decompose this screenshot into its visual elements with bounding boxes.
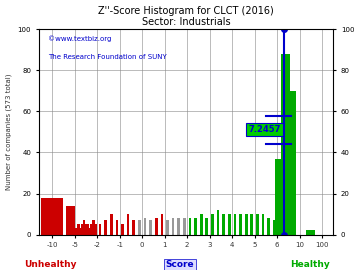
Bar <box>166 220 169 235</box>
Bar <box>104 220 107 235</box>
Bar <box>90 224 93 235</box>
Bar <box>194 218 197 235</box>
Bar <box>273 220 276 235</box>
Bar <box>110 214 113 235</box>
Bar <box>217 210 219 235</box>
Bar <box>144 218 147 235</box>
Bar <box>222 214 225 235</box>
Y-axis label: Number of companies (573 total): Number of companies (573 total) <box>5 74 12 190</box>
Bar <box>132 220 135 235</box>
Bar <box>189 218 191 235</box>
Bar <box>121 224 124 235</box>
Bar <box>211 214 214 235</box>
Text: Healthy: Healthy <box>290 260 329 269</box>
Bar <box>161 214 163 235</box>
Bar <box>81 224 84 235</box>
Bar <box>239 214 242 235</box>
Bar <box>281 54 290 235</box>
Bar <box>177 218 180 235</box>
Text: Unhealthy: Unhealthy <box>24 260 77 269</box>
Bar <box>149 220 152 235</box>
Bar <box>85 224 87 235</box>
Bar <box>206 218 208 235</box>
Bar <box>172 218 175 235</box>
Bar <box>287 91 296 235</box>
Bar <box>183 218 186 235</box>
Bar <box>41 216 63 235</box>
Text: The Research Foundation of SUNY: The Research Foundation of SUNY <box>48 54 166 60</box>
Text: Score: Score <box>166 260 194 269</box>
Bar <box>234 214 236 235</box>
Bar <box>245 214 248 235</box>
Bar <box>70 206 75 235</box>
Bar <box>200 214 203 235</box>
Bar <box>83 220 85 235</box>
Bar <box>88 228 91 235</box>
Bar <box>127 214 130 235</box>
Bar <box>79 228 82 235</box>
Bar <box>66 206 70 235</box>
Bar <box>306 231 315 235</box>
Bar <box>86 224 89 235</box>
Bar <box>41 198 63 235</box>
Text: ©www.textbiz.org: ©www.textbiz.org <box>48 35 111 42</box>
Bar <box>138 220 141 235</box>
Bar <box>275 159 284 235</box>
Bar <box>75 228 78 235</box>
Bar <box>94 224 97 235</box>
Title: Z''-Score Histogram for CLCT (2016)
Sector: Industrials: Z''-Score Histogram for CLCT (2016) Sect… <box>98 6 274 27</box>
Bar <box>262 214 264 235</box>
Bar <box>251 214 253 235</box>
Bar <box>256 214 259 235</box>
Text: 7.2457: 7.2457 <box>248 125 281 134</box>
Bar <box>267 218 270 235</box>
Bar <box>92 220 95 235</box>
Bar <box>77 224 80 235</box>
Bar <box>99 224 102 235</box>
Bar <box>155 218 158 235</box>
Bar <box>228 214 231 235</box>
Bar <box>116 220 118 235</box>
